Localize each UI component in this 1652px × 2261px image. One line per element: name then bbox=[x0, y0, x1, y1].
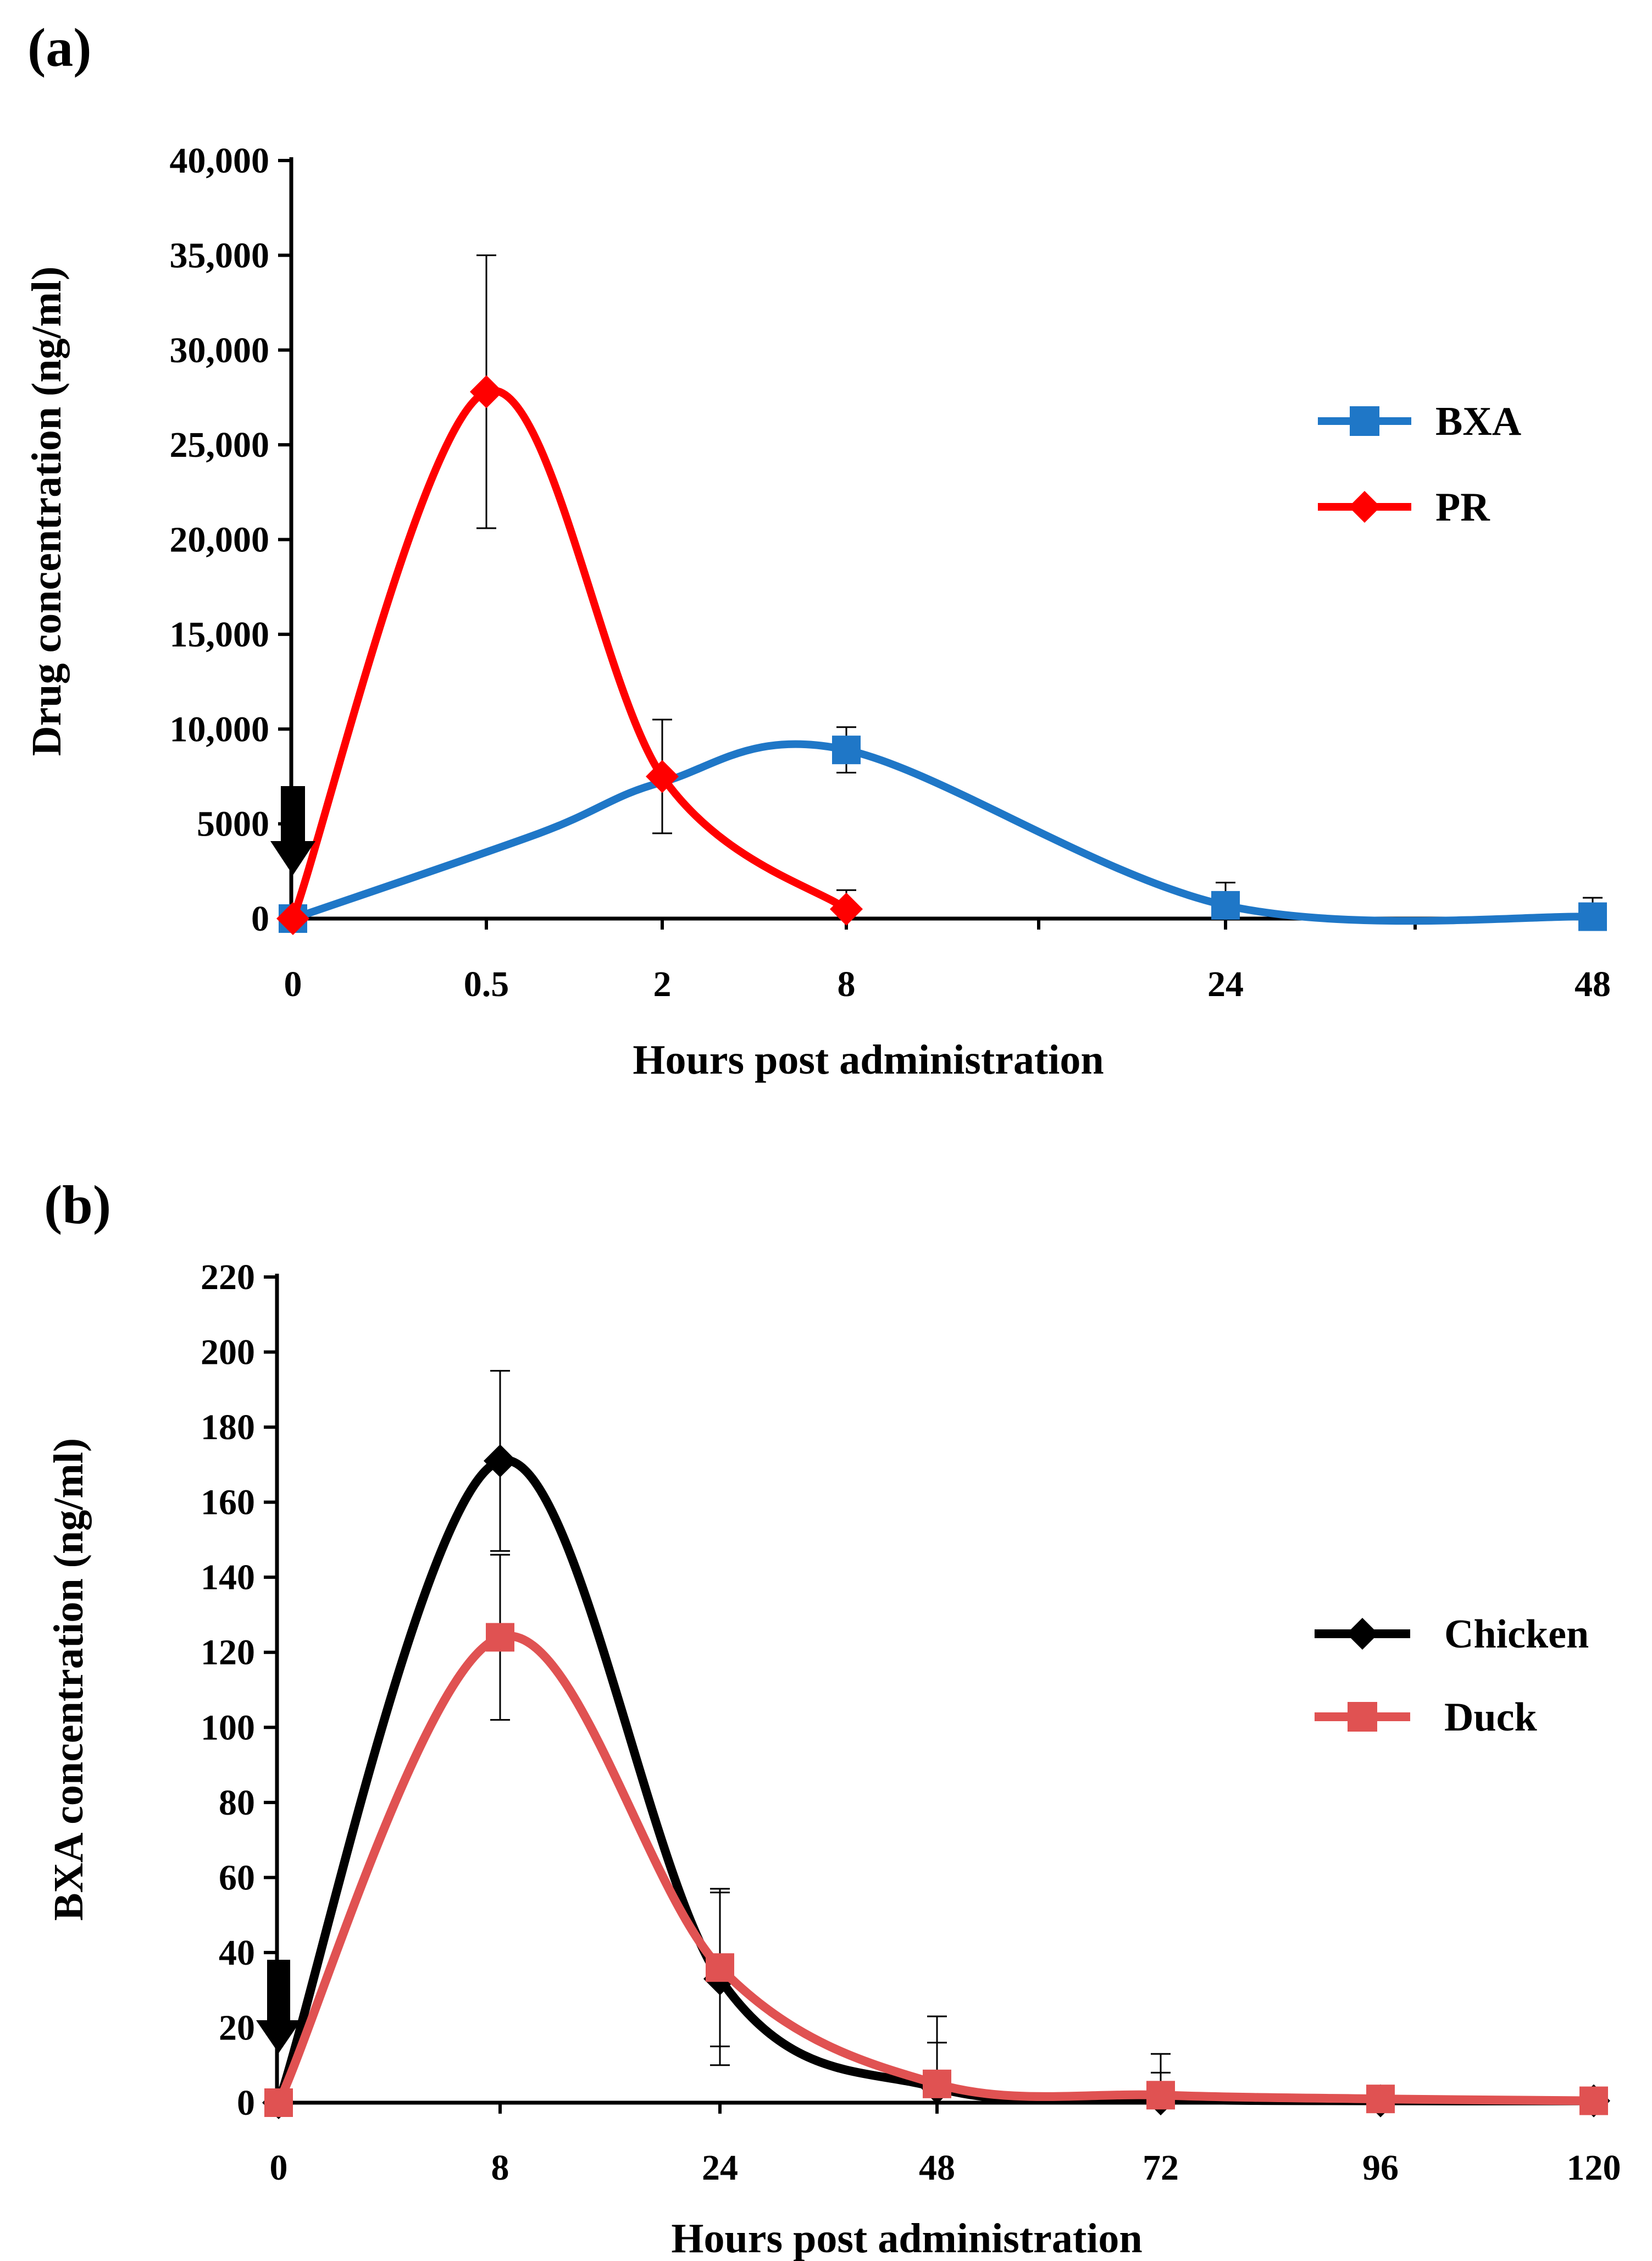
panel-b-x-tick-label: 24 bbox=[702, 2148, 738, 2188]
panel-a-x-tick-label: 8 bbox=[838, 964, 856, 1004]
panel-b-series bbox=[262, 1370, 1610, 2119]
panel-a-legend: BXA PR bbox=[1318, 399, 1521, 530]
legend-item-bxa: BXA bbox=[1318, 399, 1521, 444]
panel-a-x-tick-label: 24 bbox=[1207, 964, 1244, 1004]
panel-a-bxa-line bbox=[289, 740, 1596, 925]
legend-item-chicken: Chicken bbox=[1315, 1612, 1589, 1657]
panel-b-y-tick-label: 220 bbox=[201, 1257, 255, 1297]
panel-b-chicken-line bbox=[274, 1456, 1598, 2107]
panel-a-y-tick-label: 30,000 bbox=[170, 330, 270, 371]
panel-b-y-tick-label: 160 bbox=[201, 1483, 255, 1523]
legend-item-pr: PR bbox=[1318, 485, 1490, 530]
legend-chicken-label: Chicken bbox=[1444, 1612, 1589, 1657]
panel-a-y-tick-label: 40,000 bbox=[170, 141, 270, 181]
panel-b-duck-point bbox=[264, 2088, 293, 2117]
panel-b-duck-line bbox=[274, 1632, 1598, 2107]
panel-a-dosing-arrow-icon bbox=[270, 786, 315, 875]
legend-duck-marker bbox=[1348, 1702, 1377, 1732]
panel-b-y-tick-label: 100 bbox=[201, 1707, 255, 1748]
panel-b-x-tick-label: 8 bbox=[491, 2148, 509, 2188]
panel-b-y-tick-label: 40 bbox=[219, 1933, 255, 1973]
panel-a-bxa-point bbox=[832, 736, 861, 765]
panel-b-duck-point bbox=[706, 1953, 734, 1982]
panel-a-pr-point bbox=[276, 902, 309, 935]
panel-a-bxa-point bbox=[1211, 891, 1240, 920]
legend-chicken-marker bbox=[1346, 1618, 1378, 1650]
panel-a-x-tick-label: 0 bbox=[284, 964, 302, 1004]
legend-pr-marker bbox=[1349, 491, 1381, 523]
panel-a-pr-point bbox=[646, 760, 679, 793]
panel-b-y-tick-label: 80 bbox=[219, 1783, 255, 1823]
panel-a-y-tick-label: 5000 bbox=[197, 804, 269, 844]
panel-b-x-tick-label: 72 bbox=[1143, 2148, 1179, 2188]
panel-b-duck-point bbox=[486, 1623, 514, 1652]
panel-a-pr-line bbox=[289, 386, 850, 922]
panel-a-tick-labels: 0 5000 10,000 15,000 20,000 25,000 30,000 35,00… bbox=[170, 141, 1611, 1004]
panel-a-pr-point bbox=[830, 892, 863, 926]
panel-b-series-duck bbox=[264, 1554, 1608, 2117]
panel-b-series-chicken bbox=[262, 1370, 1610, 2119]
panel-a-axes bbox=[278, 157, 1599, 930]
panel-b-y-tick-label: 120 bbox=[201, 1633, 255, 1673]
panel-a-y-tick-label: 15,000 bbox=[170, 615, 270, 655]
panel-b-y-tick-label: 0 bbox=[237, 2083, 255, 2123]
panel-b-x-tick-label: 96 bbox=[1362, 2148, 1399, 2188]
panel-b-duck-point bbox=[923, 2069, 951, 2098]
panel-b-dosing-arrow-icon bbox=[256, 1960, 301, 2053]
panel-b-chicken-point bbox=[484, 1444, 517, 1478]
panel-a-label: (a) bbox=[27, 17, 92, 78]
panel-a-x-axis-title: Hours post administration bbox=[633, 1037, 1104, 1083]
legend-duck-label: Duck bbox=[1444, 1695, 1537, 1740]
panel-a-x-tick-label: 0.5 bbox=[464, 964, 509, 1004]
panel-a-y-tick-label: 10,000 bbox=[170, 709, 270, 749]
panel-b-y-axis-title: BXA concentration (ng/ml) bbox=[46, 1438, 92, 1921]
panel-a-pr-point bbox=[470, 375, 503, 408]
panel-b-x-tick-label: 120 bbox=[1567, 2148, 1621, 2188]
panel-b-x-tick-label: 0 bbox=[270, 2148, 288, 2188]
panel-a-y-tick-label: 20,000 bbox=[170, 520, 270, 560]
panel-b-y-tick-label: 200 bbox=[201, 1333, 255, 1373]
panel-a-series bbox=[276, 254, 1607, 935]
panel-b-label: (b) bbox=[44, 1174, 111, 1235]
panel-a-bxa-point bbox=[1578, 902, 1607, 931]
panel-b: (b) BXA concentration (ng/ml) Hours post… bbox=[44, 1174, 1621, 2261]
panel-a-y-tick-label: 0 bbox=[251, 899, 269, 939]
legend-bxa-label: BXA bbox=[1435, 399, 1521, 444]
panel-b-y-tick-label: 180 bbox=[201, 1407, 255, 1447]
panel-b-duck-point bbox=[1366, 2085, 1395, 2114]
panel-b-y-tick-label: 140 bbox=[201, 1557, 255, 1597]
panel-b-y-tick-label: 60 bbox=[219, 1858, 255, 1898]
panel-a-x-tick-label: 2 bbox=[653, 964, 672, 1004]
panel-a-series-pr bbox=[276, 254, 863, 935]
legend-item-duck: Duck bbox=[1315, 1695, 1537, 1740]
panel-a-series-bxa bbox=[279, 726, 1607, 933]
panel-b-duck-point bbox=[1146, 2081, 1175, 2110]
panel-b-legend: Chicken Duck bbox=[1315, 1612, 1589, 1740]
panel-a-y-axis-title: Drug concentration (ng/ml) bbox=[24, 267, 70, 756]
panel-a-y-tick-label: 25,000 bbox=[170, 425, 270, 465]
panel-a-x-tick-label: 48 bbox=[1575, 964, 1611, 1004]
panel-b-x-axis-title: Hours post administration bbox=[671, 2215, 1142, 2261]
panel-b-duck-point bbox=[1579, 2086, 1608, 2115]
legend-pr-label: PR bbox=[1435, 485, 1490, 530]
panel-b-tick-labels: 0 20 40 60 80 100 120 140 160 180 200 220 0 8 24 48 72 96… bbox=[201, 1257, 1621, 2188]
legend-bxa-marker bbox=[1350, 406, 1379, 436]
panel-b-axes bbox=[264, 1274, 1602, 2114]
panel-b-x-tick-label: 48 bbox=[919, 2148, 955, 2188]
panel-a-y-tick-label: 35,000 bbox=[170, 235, 270, 275]
panel-b-y-tick-label: 20 bbox=[219, 2008, 255, 2048]
panel-a: (a) Drug concentration (ng/ml) Hours pos… bbox=[24, 17, 1611, 1083]
